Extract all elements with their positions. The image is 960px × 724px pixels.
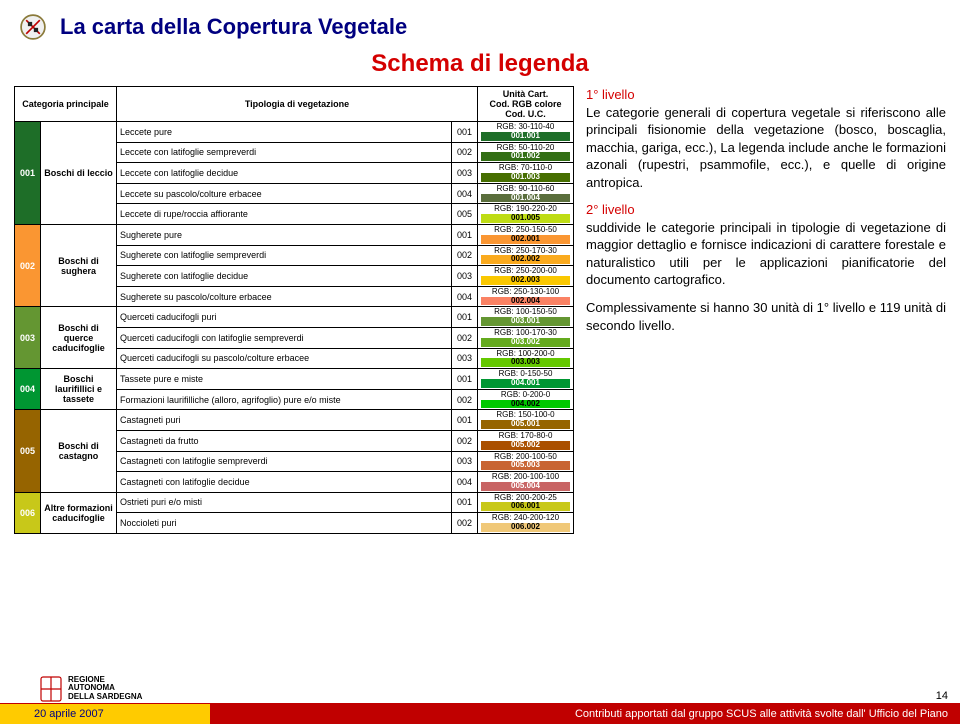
vegetation-name: Querceti caducifogli con latifoglie semp… xyxy=(117,327,452,348)
vegetation-name: Sugherete con latifoglie decidue xyxy=(117,266,452,287)
th-vegetation: Tipologia di vegetazione xyxy=(117,87,478,122)
level2-body: suddivide le categorie principali in tip… xyxy=(586,220,946,288)
legend-table-wrap: Categoria principale Tipologia di vegeta… xyxy=(14,86,574,534)
category-name: Boschi laurifillici e tassete xyxy=(41,369,117,410)
vegetation-code: 002 xyxy=(452,245,478,266)
level1-body: Le categorie generali di copertura veget… xyxy=(586,105,946,190)
footer-logo: REGIONEAUTONOMADELLA SARDEGNA xyxy=(34,676,148,702)
vegetation-name: Leccete di rupe/roccia affiorante xyxy=(117,204,452,225)
color-cell: RGB: 0-150-50004.001 xyxy=(478,369,574,390)
vegetation-code: 001 xyxy=(452,369,478,390)
region-name: REGIONEAUTONOMADELLA SARDEGNA xyxy=(68,676,142,702)
legend-table: Categoria principale Tipologia di vegeta… xyxy=(14,86,574,534)
summary-text: Complessivamente si hanno 30 unità di 1°… xyxy=(586,299,946,334)
vegetation-code: 003 xyxy=(452,163,478,184)
vegetation-code: 002 xyxy=(452,327,478,348)
vegetation-name: Castagneti puri xyxy=(117,410,452,431)
color-cell: RGB: 200-100-50005.003 xyxy=(478,451,574,472)
page-title: La carta della Copertura Vegetale xyxy=(60,14,407,40)
category-name: Altre formazioni caducifoglie xyxy=(41,492,117,533)
vegetation-code: 001 xyxy=(452,122,478,143)
table-row: 002Boschi di sugheraSugherete pure001RGB… xyxy=(15,224,574,245)
category-code: 001 xyxy=(15,122,41,225)
vegetation-code: 001 xyxy=(452,410,478,431)
footer: REGIONEAUTONOMADELLA SARDEGNA 14 20 apri… xyxy=(0,678,960,724)
table-row: 004Boschi laurifillici e tasseteTassete … xyxy=(15,369,574,390)
color-cell: RGB: 200-200-25006.001 xyxy=(478,492,574,513)
table-row: 003Boschi di querce caducifoglieQuerceti… xyxy=(15,307,574,328)
vegetation-name: Leccete con latifoglie sempreverdi xyxy=(117,142,452,163)
level1-label: 1° livello xyxy=(586,87,635,102)
category-name: Boschi di querce caducifoglie xyxy=(41,307,117,369)
vegetation-name: Querceti caducifogli su pascolo/colture … xyxy=(117,348,452,369)
vegetation-code: 003 xyxy=(452,266,478,287)
vegetation-name: Noccioleti puri xyxy=(117,513,452,534)
color-cell: RGB: 70-110-0001.003 xyxy=(478,163,574,184)
th-unit: Unità Cart.Cod. RGB coloreCod. U.C. xyxy=(478,87,574,122)
color-cell: RGB: 250-150-50002.001 xyxy=(478,224,574,245)
color-cell: RGB: 170-80-0005.002 xyxy=(478,430,574,451)
table-row: 001Boschi di leccioLeccete pure001RGB: 3… xyxy=(15,122,574,143)
color-cell: RGB: 90-110-60001.004 xyxy=(478,183,574,204)
color-cell: RGB: 250-200-00002.003 xyxy=(478,266,574,287)
vegetation-name: Castagneti con latifoglie decidue xyxy=(117,472,452,493)
description-panel: 1° livello Le categorie generali di cope… xyxy=(586,86,946,534)
vegetation-code: 004 xyxy=(452,286,478,307)
color-cell: RGB: 250-170-30002.002 xyxy=(478,245,574,266)
footer-caption: Contributi apportati dal gruppo SCUS all… xyxy=(210,704,960,724)
table-row: 005Boschi di castagnoCastagneti puri001R… xyxy=(15,410,574,431)
category-code: 003 xyxy=(15,307,41,369)
th-category: Categoria principale xyxy=(15,87,117,122)
vegetation-name: Ostrieti puri e/o misti xyxy=(117,492,452,513)
vegetation-name: Castagneti con latifoglie sempreverdi xyxy=(117,451,452,472)
vegetation-name: Sugherete pure xyxy=(117,224,452,245)
color-cell: RGB: 100-170-30003.002 xyxy=(478,327,574,348)
vegetation-name: Sugherete con latifoglie sempreverdi xyxy=(117,245,452,266)
vegetation-name: Castagneti da frutto xyxy=(117,430,452,451)
page-subtitle: Schema di legenda xyxy=(0,50,960,78)
vegetation-name: Tassete pure e miste xyxy=(117,369,452,390)
color-cell: RGB: 50-110-20001.002 xyxy=(478,142,574,163)
page-number: 14 xyxy=(936,690,948,702)
color-cell: RGB: 30-110-40001.001 xyxy=(478,122,574,143)
color-cell: RGB: 190-220-20001.005 xyxy=(478,204,574,225)
color-cell: RGB: 100-200-0003.003 xyxy=(478,348,574,369)
category-name: Boschi di sughera xyxy=(41,224,117,306)
vegetation-name: Sugherete su pascolo/colture erbacee xyxy=(117,286,452,307)
vegetation-code: 001 xyxy=(452,492,478,513)
vegetation-code: 004 xyxy=(452,183,478,204)
vegetation-name: Leccete su pascolo/colture erbacee xyxy=(117,183,452,204)
category-name: Boschi di castagno xyxy=(41,410,117,492)
vegetation-code: 002 xyxy=(452,142,478,163)
category-code: 004 xyxy=(15,369,41,410)
vegetation-code: 003 xyxy=(452,348,478,369)
vegetation-code: 002 xyxy=(452,430,478,451)
table-row: 006Altre formazioni caducifoglieOstrieti… xyxy=(15,492,574,513)
vegetation-code: 002 xyxy=(452,513,478,534)
region-shield-icon xyxy=(40,676,62,702)
category-code: 005 xyxy=(15,410,41,492)
category-name: Boschi di leccio xyxy=(41,122,117,225)
vegetation-code: 001 xyxy=(452,224,478,245)
vegetation-name: Leccete pure xyxy=(117,122,452,143)
vegetation-name: Leccete con latifoglie decidue xyxy=(117,163,452,184)
footer-date: 20 aprile 2007 xyxy=(0,704,210,724)
color-cell: RGB: 250-130-100002.004 xyxy=(478,286,574,307)
vegetation-code: 005 xyxy=(452,204,478,225)
level2-label: 2° livello xyxy=(586,202,635,217)
emblem-icon xyxy=(16,10,50,44)
color-cell: RGB: 200-100-100005.004 xyxy=(478,472,574,493)
color-cell: RGB: 240-200-120006.002 xyxy=(478,513,574,534)
color-cell: RGB: 150-100-0005.001 xyxy=(478,410,574,431)
vegetation-name: Formazioni laurifilliche (alloro, agrifo… xyxy=(117,389,452,410)
color-cell: RGB: 0-200-0004.002 xyxy=(478,389,574,410)
vegetation-name: Querceti caducifogli puri xyxy=(117,307,452,328)
vegetation-code: 001 xyxy=(452,307,478,328)
vegetation-code: 002 xyxy=(452,389,478,410)
vegetation-code: 004 xyxy=(452,472,478,493)
vegetation-code: 003 xyxy=(452,451,478,472)
category-code: 002 xyxy=(15,224,41,306)
color-cell: RGB: 100-150-50003.001 xyxy=(478,307,574,328)
category-code: 006 xyxy=(15,492,41,533)
